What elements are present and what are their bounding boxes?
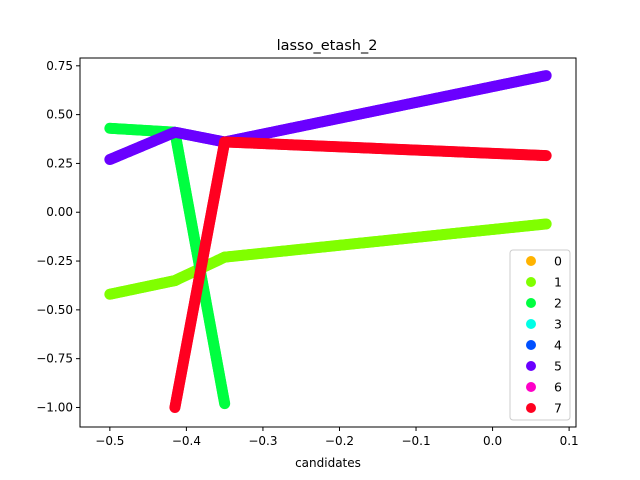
legend-marker [526, 361, 536, 371]
y-tick-label: 0.50 [46, 108, 73, 122]
series-5 [104, 70, 552, 166]
data-point [219, 398, 231, 410]
legend-marker [526, 403, 536, 413]
y-tick-label: −1.00 [36, 400, 73, 414]
y-tick-label: −0.25 [36, 254, 73, 268]
y-tick-label: −0.75 [36, 352, 73, 366]
series-7 [169, 136, 552, 413]
data-point [540, 150, 552, 162]
x-axis-label: candidates [295, 456, 361, 470]
series-1 [104, 218, 552, 300]
legend-marker [526, 340, 536, 350]
x-tick-label: 0.0 [483, 434, 502, 448]
legend-marker [526, 319, 536, 329]
legend-box [509, 249, 571, 421]
plot-area [104, 70, 552, 413]
legend-label: 0 [554, 254, 562, 269]
y-axis: −1.00 −0.75 −0.50 −0.25 0.00 0.25 0.50 0.75 [36, 59, 80, 414]
legend-marker [526, 382, 536, 392]
x-tick-label: −0.4 [172, 434, 201, 448]
x-tick-label: −0.5 [95, 434, 124, 448]
data-point [540, 218, 552, 230]
legend-label: 7 [554, 401, 562, 416]
y-tick-label: −0.50 [36, 303, 73, 317]
legend-label: 5 [554, 359, 562, 374]
legend-label: 3 [554, 317, 562, 332]
x-tick-label: 0.1 [560, 434, 579, 448]
x-tick-label: −0.1 [401, 434, 430, 448]
x-axis: −0.5 −0.4 −0.3 −0.2 −0.1 0.0 0.1 [95, 427, 579, 448]
legend-marker [526, 277, 536, 287]
legend: 0 1 2 3 4 5 6 7 [509, 249, 571, 421]
legend-marker [526, 298, 536, 308]
y-tick-label: 0.00 [46, 205, 73, 219]
axes-frame [79, 57, 577, 428]
legend-label: 2 [554, 296, 562, 311]
data-point [540, 70, 552, 82]
x-tick-label: −0.2 [325, 434, 354, 448]
y-tick-label: 0.75 [46, 59, 73, 73]
chart-title: lasso_etash_2 [277, 38, 378, 54]
legend-marker [526, 256, 536, 266]
y-tick-label: 0.25 [46, 156, 73, 170]
legend-label: 4 [554, 338, 562, 353]
legend-label: 1 [554, 275, 562, 290]
x-tick-label: −0.3 [248, 434, 277, 448]
legend-label: 6 [554, 380, 562, 395]
